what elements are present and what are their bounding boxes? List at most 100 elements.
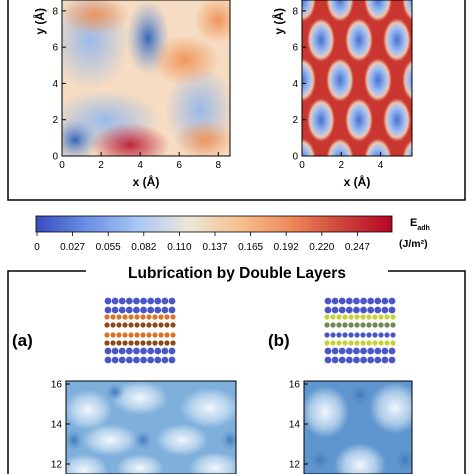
- atom: [338, 356, 346, 364]
- atom: [104, 322, 110, 328]
- atom: [154, 347, 162, 355]
- plot-frame: [65, 380, 237, 474]
- atom: [147, 347, 155, 355]
- atom: [116, 332, 122, 338]
- y-tick-label: 14: [289, 420, 301, 431]
- plot-frame: [61, 0, 231, 157]
- heatmap-cell: [250, 58, 278, 102]
- atom: [146, 332, 152, 338]
- atom: [390, 322, 396, 328]
- colorbar-tick-label: 0: [34, 242, 40, 253]
- colorbar-bar: [35, 215, 393, 233]
- y-tick-label: 2: [292, 115, 298, 126]
- atom: [158, 314, 164, 320]
- atom: [168, 297, 176, 305]
- atom: [128, 314, 134, 320]
- atom: [118, 347, 126, 355]
- atom: [164, 322, 170, 328]
- atom: [324, 340, 330, 346]
- atom: [372, 314, 378, 320]
- atom: [330, 322, 336, 328]
- atom: [354, 332, 360, 338]
- structure-image-a: [104, 297, 176, 364]
- heatmap-cell: [402, 138, 412, 156]
- atom: [367, 306, 375, 314]
- atom: [367, 347, 375, 355]
- atom: [134, 340, 140, 346]
- atom: [125, 356, 133, 364]
- atom: [367, 356, 375, 364]
- atom: [111, 306, 119, 314]
- y-tick-label: 14: [51, 420, 63, 431]
- atom: [104, 347, 112, 355]
- atom: [360, 314, 366, 320]
- atom: [147, 306, 155, 314]
- atom: [140, 314, 146, 320]
- heatmap-cell: [307, 98, 335, 142]
- atom: [104, 306, 112, 314]
- atom: [338, 297, 346, 305]
- y-tick-label: 12: [289, 460, 301, 471]
- atom: [128, 332, 134, 338]
- atom: [170, 314, 176, 320]
- colorbar-tick-label: 0.165: [238, 242, 263, 253]
- colorbar-units: (J/m²): [399, 238, 428, 250]
- colorbar-tick-label: 0.247: [345, 242, 370, 253]
- colorbar-tick-label: 0.027: [60, 242, 85, 253]
- atom: [170, 340, 176, 346]
- atom: [331, 297, 339, 305]
- x-tick-label: 6: [176, 160, 182, 171]
- atom: [390, 314, 396, 320]
- atom: [348, 340, 354, 346]
- atom: [125, 306, 133, 314]
- x-tick-label: 8: [215, 160, 221, 171]
- atom: [125, 297, 133, 305]
- atom: [360, 306, 367, 314]
- atom: [330, 332, 336, 338]
- atom: [134, 322, 140, 328]
- bottom-section-frame: [7, 270, 466, 474]
- heatmap-cell: [364, 58, 392, 102]
- atom: [336, 340, 342, 346]
- atom: [378, 340, 384, 346]
- x-axis-label: x (Å): [344, 174, 371, 189]
- atom: [170, 332, 176, 338]
- y-tick-label: 6: [292, 43, 298, 54]
- atom: [367, 297, 375, 305]
- atom: [104, 356, 112, 364]
- y-tick-label: 6: [52, 43, 58, 54]
- atom: [345, 356, 353, 364]
- atom: [146, 322, 152, 328]
- heatmap-cell: [302, 0, 316, 22]
- atom: [140, 340, 146, 346]
- heatmap-cell: [383, 98, 411, 142]
- atom: [384, 314, 390, 320]
- atom: [354, 314, 360, 320]
- y-tick-label: 8: [292, 6, 298, 17]
- atom: [168, 347, 176, 355]
- atom: [381, 356, 389, 364]
- atom: [374, 306, 382, 314]
- atom: [140, 347, 147, 355]
- atom: [330, 340, 336, 346]
- heatmap-cell: [364, 138, 392, 156]
- atom: [164, 314, 170, 320]
- colorbar-tick-label: 0.137: [202, 242, 227, 253]
- atom: [354, 340, 360, 346]
- atom: [116, 322, 122, 328]
- atom: [134, 332, 140, 338]
- atom: [147, 297, 155, 305]
- atom: [161, 347, 169, 355]
- top-section-frame: [7, 0, 466, 201]
- colorbar-tick-label: 0.055: [96, 242, 121, 253]
- atom: [372, 322, 378, 328]
- atom: [133, 306, 140, 314]
- atom: [388, 297, 396, 305]
- atom: [158, 340, 164, 346]
- atom: [330, 314, 336, 320]
- atom: [324, 356, 332, 364]
- atom: [336, 322, 342, 328]
- colorbar-tick-label: 0.082: [131, 242, 156, 253]
- atom: [381, 297, 389, 305]
